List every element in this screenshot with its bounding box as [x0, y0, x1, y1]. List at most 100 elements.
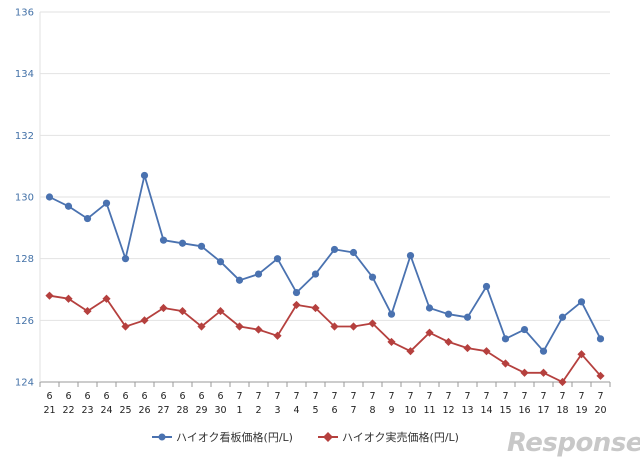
x-tick-month: 7: [255, 391, 261, 402]
data-point: [64, 294, 73, 303]
x-tick-month: 7: [521, 391, 527, 402]
data-point: [45, 291, 54, 300]
data-point: [216, 258, 225, 266]
data-point: [140, 171, 149, 180]
x-tick-month: 7: [407, 391, 413, 402]
x-tick-month: 6: [122, 391, 128, 402]
x-tick-day: 9: [388, 405, 394, 416]
data-point: [235, 276, 244, 284]
x-tick-day: 29: [195, 405, 207, 416]
x-tick-day: 19: [575, 405, 587, 416]
data-point: [254, 325, 263, 334]
x-tick-month: 7: [559, 391, 565, 402]
x-tick-month: 7: [236, 391, 242, 402]
y-tick-label: 130: [15, 193, 34, 204]
data-point: [102, 199, 111, 207]
data-point: [273, 255, 282, 263]
legend-label-signboard: ハイオク看板価格(円/L): [176, 430, 293, 444]
data-point: [577, 298, 586, 306]
data-point: [406, 347, 415, 356]
legend-marker-signboard: [158, 433, 166, 441]
x-tick-month: 6: [141, 391, 147, 402]
data-point: [292, 300, 301, 310]
data-point: [482, 347, 491, 356]
data-point: [311, 303, 320, 313]
data-point: [273, 331, 282, 340]
x-tick-day: 2: [255, 405, 261, 416]
x-tick-day: 26: [138, 405, 150, 416]
data-point: [444, 310, 453, 318]
x-tick-day: 14: [480, 405, 492, 416]
x-tick-day: 13: [461, 405, 473, 416]
x-tick-month: 7: [293, 391, 299, 402]
x-tick-month: 6: [179, 391, 185, 402]
data-point: [444, 337, 453, 347]
data-point: [178, 306, 187, 316]
data-point: [520, 325, 529, 334]
x-tick-day: 23: [81, 405, 93, 416]
x-tick-day: 8: [369, 405, 375, 416]
data-point: [368, 319, 377, 328]
x-tick-day: 25: [119, 405, 131, 416]
y-tick-label: 136: [15, 8, 34, 19]
x-tick-month: 7: [388, 391, 394, 402]
x-tick-day: 11: [423, 405, 435, 416]
x-tick-month: 7: [483, 391, 489, 402]
data-point: [102, 294, 111, 303]
x-tick-month: 6: [160, 391, 166, 402]
x-tick-month: 7: [578, 391, 584, 402]
x-tick-month: 7: [274, 391, 280, 402]
data-point: [197, 242, 206, 250]
x-tick-day: 28: [176, 405, 188, 416]
x-tick-day: 22: [62, 405, 74, 416]
data-point: [216, 306, 225, 316]
y-tick-label: 126: [15, 316, 34, 327]
x-tick-month: 7: [426, 391, 432, 402]
data-point: [406, 251, 415, 260]
x-tick-month: 6: [103, 391, 109, 402]
data-point: [330, 322, 339, 331]
x-tick-month: 6: [65, 391, 71, 402]
data-point: [349, 248, 358, 257]
x-tick-month: 7: [369, 391, 375, 402]
x-tick-month: 7: [331, 391, 337, 402]
data-point: [254, 270, 263, 278]
x-tick-day: 12: [442, 405, 454, 416]
data-point: [83, 214, 92, 223]
legend-label-actual: ハイオク実売価格(円/L): [342, 430, 459, 444]
x-tick-month: 7: [350, 391, 356, 402]
x-tick-month: 6: [84, 391, 90, 402]
data-point: [83, 306, 92, 316]
x-tick-day: 15: [499, 405, 511, 416]
data-point: [368, 273, 377, 281]
legend: ハイオク看板価格(円/L) ハイオク実売価格(円/L): [152, 430, 459, 444]
data-point: [387, 337, 396, 347]
x-tick-day: 21: [43, 405, 55, 416]
x-tick-day: 10: [404, 405, 416, 416]
data-point: [140, 316, 149, 325]
x-axis-ticks: 6216226236246256266276286296307172737475…: [43, 391, 606, 416]
data-point: [159, 236, 168, 244]
x-tick-day: 7: [350, 405, 356, 416]
x-tick-day: 17: [537, 405, 549, 416]
x-tick-day: 24: [100, 405, 112, 416]
data-point: [482, 282, 491, 291]
series-group: [45, 171, 605, 387]
data-point: [520, 368, 529, 377]
x-tick-month: 7: [502, 391, 508, 402]
y-tick-label: 124: [15, 378, 34, 389]
data-point: [178, 239, 187, 247]
y-axis-ticks: 124 126 128 130 132 134 136: [15, 8, 34, 389]
x-tick-day: 4: [293, 405, 299, 416]
legend-marker-actual: [323, 432, 333, 442]
y-tick-label: 134: [15, 69, 34, 80]
x-tick-month: 7: [540, 391, 546, 402]
x-tick-day: 5: [312, 405, 318, 416]
data-point: [121, 255, 130, 263]
data-point: [121, 322, 130, 331]
data-point: [311, 270, 320, 278]
data-point: [558, 313, 567, 321]
data-point: [45, 193, 54, 201]
data-point: [292, 288, 301, 297]
x-tick-day: 1: [236, 405, 242, 416]
